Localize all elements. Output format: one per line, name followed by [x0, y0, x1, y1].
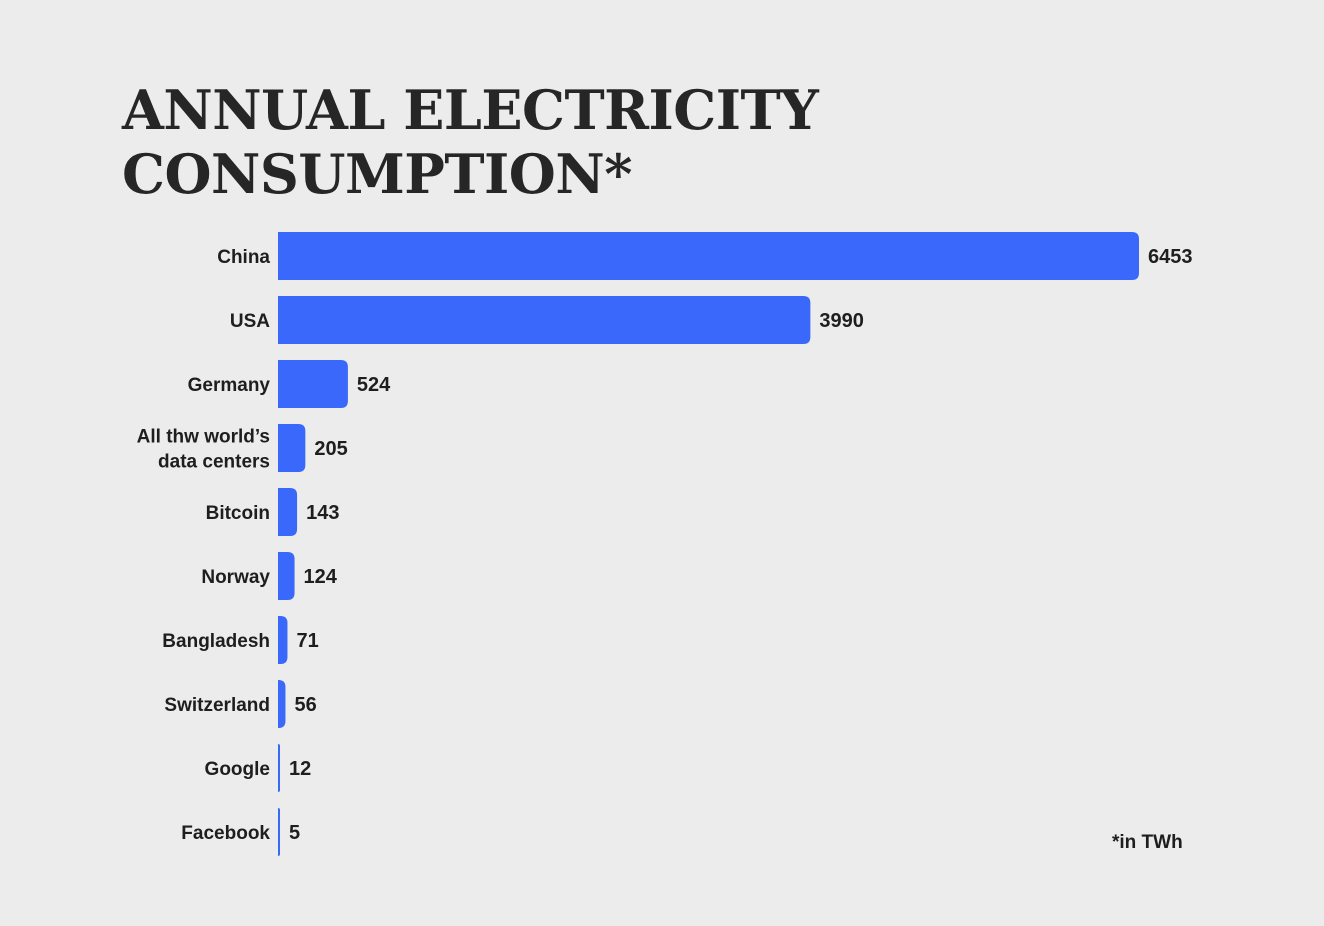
value-label: 524	[357, 374, 391, 396]
unit-note: *in TWh	[1112, 832, 1183, 853]
category-label-line: Google	[205, 759, 270, 780]
bar	[278, 680, 286, 728]
value-label: 71	[296, 630, 318, 652]
value-label: 143	[306, 502, 339, 524]
chart-title-line-1: ANNUAL ELECTRICITY	[122, 78, 819, 142]
value-label: 5	[289, 822, 300, 844]
category-label: USA	[230, 311, 270, 332]
category-label: Google	[205, 759, 270, 780]
value-label: 12	[289, 758, 311, 780]
category-label-line: data centers	[158, 452, 270, 473]
category-label: Switzerland	[164, 695, 270, 716]
bar	[278, 744, 280, 792]
category-label-line: China	[217, 247, 270, 268]
category-label-line: Germany	[188, 375, 271, 396]
category-label-line: All thw world’s	[137, 427, 270, 448]
chart-title: ANNUAL ELECTRICITY CONSUMPTION*	[122, 78, 819, 206]
category-label-line: USA	[230, 311, 270, 332]
category-label: China	[217, 247, 270, 268]
value-label: 124	[304, 566, 338, 588]
bar	[278, 232, 1139, 280]
bar	[278, 488, 298, 536]
category-label-line: Facebook	[181, 823, 270, 844]
bar	[278, 360, 348, 408]
value-label: 56	[294, 694, 316, 716]
chart-title-line-2: CONSUMPTION*	[122, 142, 632, 206]
category-label-line: Bangladesh	[162, 631, 270, 652]
value-label: 3990	[819, 310, 864, 332]
value-label: 6453	[1148, 246, 1193, 268]
bar	[278, 808, 280, 856]
value-label: 205	[314, 438, 347, 460]
bar	[278, 616, 288, 664]
category-label-line: Bitcoin	[206, 503, 270, 524]
category-label: Facebook	[181, 823, 270, 844]
category-label: Bitcoin	[206, 503, 270, 524]
category-label: Germany	[188, 375, 271, 396]
category-label-line: Switzerland	[164, 695, 270, 716]
category-label-line: Norway	[201, 567, 270, 588]
category-label: Bangladesh	[162, 631, 270, 652]
category-label: Norway	[201, 567, 270, 588]
bar	[278, 552, 295, 600]
category-label: All thw world’s data centers	[137, 427, 270, 473]
bar	[278, 296, 811, 344]
bar	[278, 424, 306, 472]
